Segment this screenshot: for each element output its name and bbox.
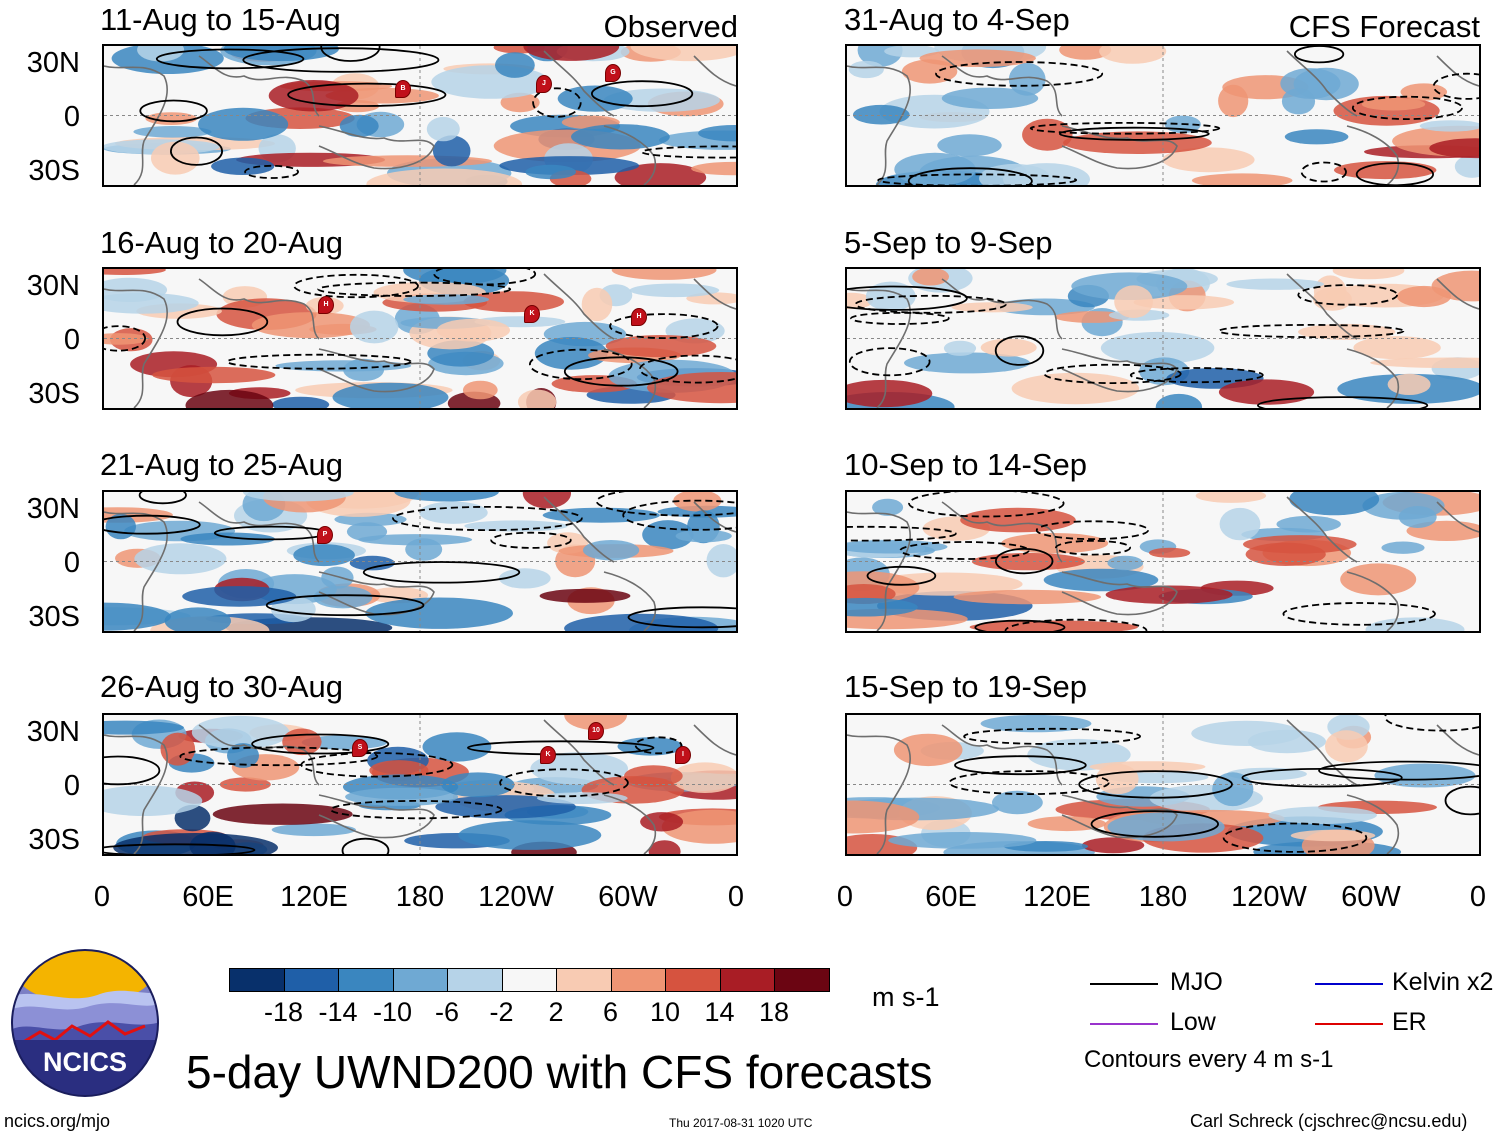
map-panel-1 [102,44,738,187]
colorbar-swatch [501,968,557,992]
panel-title-5: 31-Aug to 4-Sep [844,2,1070,37]
lon-label-0-end: 0 [727,881,745,913]
colorbar-units: m s-1 [872,982,940,1012]
colorbar-swatch [665,968,721,992]
colorbar-tick-label: 2 [548,997,564,1027]
colorbar-swatch [774,968,830,992]
colorbar-tick-label: 14 [704,997,735,1027]
map-panel-3 [102,490,738,633]
lon-label-0-end: 0 [1469,881,1487,913]
lon-label-120e: 120E [280,881,348,913]
panel-title-2: 16-Aug to 20-Aug [100,225,344,260]
storm-marker: 10 [588,722,604,740]
lon-label-60w: 60W [1341,881,1401,913]
lon-label-180: 180 [1138,881,1188,913]
legend-label-low: Low [1170,1008,1216,1036]
colorbar-swatch [283,968,339,992]
panel-title-1: 11-Aug to 15-Aug [100,2,341,37]
legend-line-low [1090,1023,1158,1025]
colorbar-swatch [719,968,775,992]
lat-label-eq: 0 [63,770,80,802]
storm-marker: K [540,746,556,764]
storm-marker: P [317,526,333,544]
lon-label-120w: 120W [478,881,554,913]
storm-marker: I [675,746,691,764]
lon-label-60e: 60E [182,881,234,913]
logo-text: NCICS [43,1047,127,1077]
storm-marker: B [395,80,411,98]
lat-label-30s: 30S [28,155,80,187]
colorbar-swatch [447,968,503,992]
colorbar-swatch [610,968,666,992]
main-title: 5-day UWND200 with CFS forecasts [186,1046,933,1098]
lat-label-30s: 30S [28,378,80,410]
colorbar-tick-label: 6 [602,997,619,1027]
map-panel-7 [845,490,1481,633]
colorbar-tick-label: -6 [434,997,459,1027]
colorbar-tick-label: -14 [318,997,358,1027]
lon-label-0: 0 [836,881,854,913]
colorbar-swatch [338,968,394,992]
lat-label-30s: 30S [28,601,80,633]
legend-line-mjo [1090,983,1158,985]
legend-line-kelvin [1315,983,1383,985]
colorbar-swatch [229,968,285,992]
lat-label-30n: 30N [26,270,80,302]
storm-marker: H [318,296,334,314]
footer-author: Carl Schreck (cjschrec@ncsu.edu) [1190,1111,1468,1131]
lat-label-eq: 0 [63,547,80,579]
legend-label-mjo: MJO [1170,968,1223,996]
lat-label-30n: 30N [26,493,80,525]
panel-title-3: 21-Aug to 25-Aug [100,447,344,482]
storm-marker: S [352,739,368,757]
colorbar-tick-label: -10 [372,997,413,1027]
colorbar-tick-label: 10 [649,997,681,1027]
legend-label-er: ER [1392,1008,1427,1036]
colorbar-tick-label: 18 [758,997,790,1027]
panel-title-7: 10-Sep to 14-Sep [844,447,1088,482]
observed-label: Observed [603,9,738,44]
lon-label-120w: 120W [1231,881,1307,913]
ncics-logo: NCICS [11,949,159,1097]
lon-label-120e: 120E [1023,881,1091,913]
storm-marker: H [631,308,647,326]
panel-title-8: 15-Sep to 19-Sep [844,669,1088,704]
panel-title-4: 26-Aug to 30-Aug [100,669,344,704]
colorbar-tick-label: -2 [489,997,514,1027]
colorbar-tick-label: -18 [263,997,304,1027]
lat-label-eq: 0 [63,101,80,133]
lat-label-eq: 0 [63,324,80,356]
lat-label-30n: 30N [26,47,80,79]
footer-url: ncics.org/mjo [4,1111,111,1131]
map-panel-5 [845,44,1481,187]
storm-marker: K [524,305,540,323]
legend-line-er [1315,1023,1383,1025]
map-panel-4 [102,713,738,856]
storm-marker: G [605,64,621,82]
colorbar-swatch [392,968,448,992]
storm-marker: J [536,75,552,93]
lat-label-30s: 30S [28,824,80,856]
legend-label-kelvin: Kelvin x2 [1392,968,1494,996]
colorbar-swatch [556,968,612,992]
lon-label-60w: 60W [598,881,658,913]
footer-timestamp: Thu 2017-08-31 1020 UTC [669,1116,813,1130]
map-panel-2 [102,267,738,410]
map-panel-8 [845,713,1481,856]
lon-label-180: 180 [395,881,445,913]
panel-title-6: 5-Sep to 9-Sep [844,225,1053,260]
lon-label-60e: 60E [925,881,977,913]
forecast-label: CFS Forecast [1288,9,1480,44]
contour-note: Contours every 4 m s-1 [1084,1046,1334,1073]
lon-label-0: 0 [93,881,111,913]
lat-label-30n: 30N [26,716,80,748]
map-panel-6 [845,267,1481,410]
